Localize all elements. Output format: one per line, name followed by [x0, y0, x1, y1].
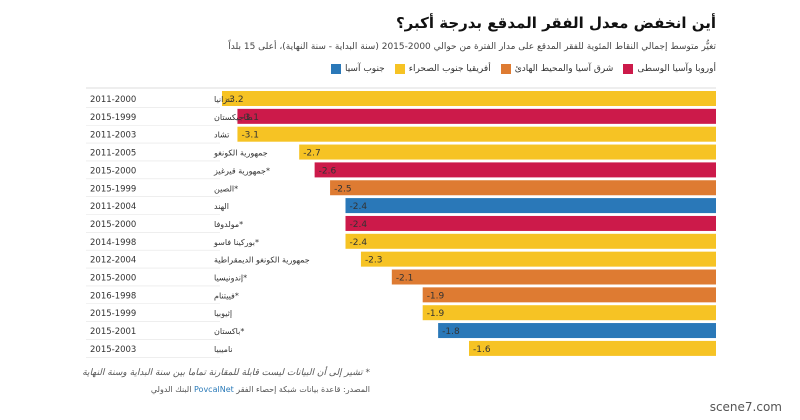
category-label: إثيوبيا [214, 309, 232, 319]
bar-value-label: -2.5 [334, 184, 352, 194]
legend-item-south-asia: جنوب آسيا [330, 64, 385, 74]
bar [422, 287, 716, 303]
bar-value-label: -1.9 [427, 309, 445, 319]
source-label: المصدر: قاعدة بيانات شبكة إحصاء الفقر [236, 385, 370, 394]
year-range-label: 2015-2000 [90, 274, 136, 284]
legend-item-sub-saharan-africa: أفريقيا جنوب الصحراء [394, 64, 491, 74]
bar-value-label: -3.1 [241, 131, 259, 141]
source-org: البنك الدولي [150, 385, 192, 394]
bar-value-label: -3.1 [241, 113, 259, 123]
category-label: *إندونيسيا [214, 274, 247, 284]
year-range-label: 2015-1999 [90, 113, 136, 123]
bar-value-label: -1.8 [442, 327, 460, 337]
year-range-label: 2015-2000 [90, 220, 136, 230]
bar-value-label: -1.9 [427, 291, 445, 301]
year-range-label: 2015-1999 [90, 184, 136, 194]
category-label: *جمهورية قيرغيز [213, 166, 270, 175]
year-range-label: 2015-2003 [90, 345, 136, 355]
bar-value-label: -2.7 [303, 149, 321, 159]
bar [314, 162, 716, 178]
legend-item-east-asia-pacific: شرق آسيا والمحيط الهادئ [500, 64, 614, 74]
bar [469, 340, 716, 356]
bar-value-label: -2.4 [350, 220, 368, 230]
bar [345, 215, 716, 231]
legend-swatch-sub-saharan-africa [394, 64, 405, 74]
year-range-label: 2011-2000 [90, 95, 136, 105]
legend-label-south-asia: جنوب آسيا [344, 64, 385, 74]
bar-value-label: -2.4 [350, 238, 368, 248]
chart-subtitle: تغيُّر متوسط إجمالي النقاط المئوية للفقر… [228, 42, 716, 52]
category-label: ناميبيا [214, 345, 233, 354]
legend-swatch-east-asia-pacific [500, 64, 511, 74]
year-range-label: 2014-1998 [90, 238, 136, 248]
year-range-label: 2015-2000 [90, 166, 136, 176]
bar-value-label: -2.4 [350, 202, 368, 212]
category-label: *فييتنام [214, 291, 239, 300]
year-range-label: 2015-1999 [90, 309, 136, 319]
bar [330, 180, 716, 196]
bar [391, 269, 716, 285]
legend-swatch-south-asia [330, 64, 341, 74]
bar-value-label: -3.2 [226, 95, 244, 105]
bar-value-label: -2.3 [365, 256, 383, 266]
legend-label-europe-central-asia: أوروبا وآسيا الوسطى [637, 64, 716, 74]
bar [237, 108, 716, 124]
legend-swatch-europe-central-asia [623, 64, 634, 74]
category-label: جمهورية الكونغو [213, 149, 268, 158]
category-label: *بوركينا فاسو [213, 238, 259, 247]
bar [222, 91, 716, 106]
bar [299, 144, 716, 160]
year-range-label: 2011-2003 [90, 131, 136, 141]
bar [345, 198, 716, 214]
bar [438, 323, 716, 339]
source-link[interactable]: PovcalNet [194, 385, 234, 394]
category-label: الهند [214, 202, 229, 211]
category-label: جمهورية الكونغو الديمقراطية [214, 256, 310, 265]
legend-label-sub-saharan-africa: أفريقيا جنوب الصحراء [408, 64, 491, 74]
bar [422, 305, 716, 321]
year-range-label: 2011-2005 [90, 149, 136, 159]
watermark: scene7.com [709, 400, 782, 414]
category-label: تنزانيا [214, 95, 232, 104]
category-label: *باكستان [214, 327, 244, 336]
chart-title: أين انخفض معدل الفقر المدقع بدرجة أكبر؟ [395, 14, 716, 32]
bar [237, 126, 716, 142]
category-label: *الصين [214, 184, 238, 193]
source-line: المصدر: قاعدة بيانات شبكة إحصاء الفقر Po… [151, 385, 370, 394]
year-range-label: 2015-2001 [90, 327, 136, 337]
legend-item-europe-central-asia: أوروبا وآسيا الوسطى [623, 64, 716, 74]
year-range-label: 2012-2004 [90, 256, 136, 266]
legend-label-east-asia-pacific: شرق آسيا والمحيط الهادئ [514, 64, 614, 74]
category-label: طاجيكستان [214, 113, 252, 122]
category-label: *مولدوفا [214, 220, 243, 229]
footnote: * تشير إلى أن البيانات ليست قابلة للمقار… [82, 368, 370, 378]
year-range-label: 2011-2004 [90, 202, 136, 212]
year-range-label: 2016-1998 [90, 291, 136, 301]
category-label: تشاد [214, 131, 229, 140]
bar-value-label: -1.6 [473, 345, 491, 355]
bar-value-label: -2.1 [396, 274, 414, 284]
bar-value-label: -2.6 [319, 166, 337, 176]
legend: جنوب آسيا أفريقيا جنوب الصحراء شرق آسيا … [330, 62, 716, 76]
bar [360, 251, 716, 267]
bar [345, 233, 716, 249]
